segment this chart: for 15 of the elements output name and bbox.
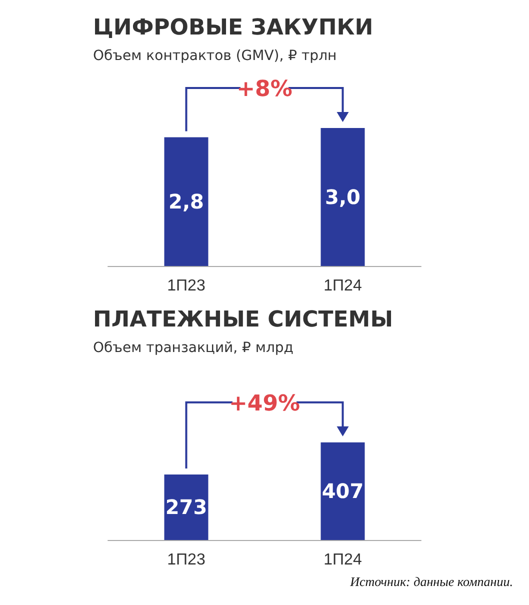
text: +49% — [228, 391, 300, 416]
data-label: 407 — [322, 479, 364, 504]
chart-title: ЦИФРОВЫЕ ЗАКУПКИ — [93, 16, 374, 40]
x-tick-label: 1П23 — [167, 278, 206, 294]
data-label: 3,0 — [325, 185, 360, 209]
text: +8% — [236, 77, 292, 102]
data-label: 2,8 — [168, 190, 204, 214]
text: Источник: данные компании. — [349, 574, 513, 589]
chart-subtitle: Объем транзакций, ₽ млрд — [93, 340, 294, 356]
data-label: 273 — [165, 495, 208, 520]
chart-subtitle: Объем контрактов (GMV), ₽ трлн — [93, 48, 337, 64]
x-tick-label: 1П24 — [324, 552, 362, 568]
x-tick-label: 1П24 — [324, 278, 362, 294]
x-tick-label: 1П23 — [167, 552, 206, 568]
chart-title: ПЛАТЕЖНЫЕ СИСТЕМЫ — [93, 308, 393, 332]
